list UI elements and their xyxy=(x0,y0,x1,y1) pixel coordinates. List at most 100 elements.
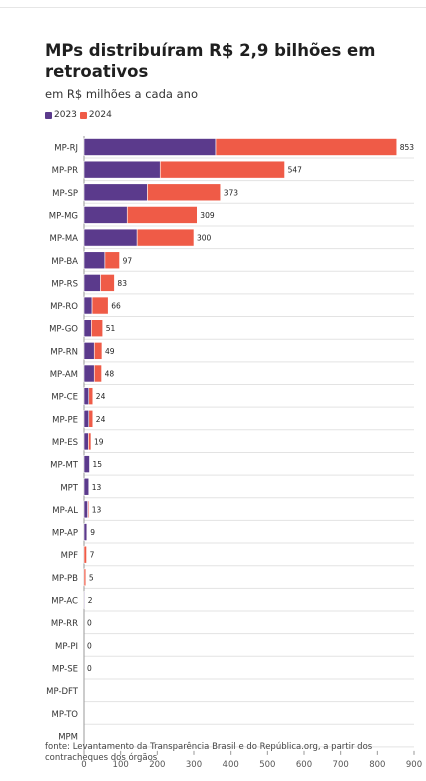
total-label: 48 xyxy=(105,370,115,379)
category-label: MP-TO xyxy=(52,710,79,720)
total-label: 83 xyxy=(117,279,127,288)
total-label: 66 xyxy=(111,302,121,311)
total-label: 13 xyxy=(92,505,102,514)
total-label: 24 xyxy=(96,392,106,401)
bar-segment-2024 xyxy=(83,545,87,564)
category-label: MPF xyxy=(61,551,78,561)
total-label: 309 xyxy=(200,211,215,220)
x-tick-label: 0 xyxy=(81,760,86,770)
bar-segment-2023 xyxy=(83,455,90,473)
total-label: 7 xyxy=(90,551,95,560)
bar-segment-2023 xyxy=(83,342,95,360)
legend-item-2024: 2024 xyxy=(79,110,112,120)
bar-segment-2024 xyxy=(126,206,198,224)
bar-segment-2024 xyxy=(147,183,222,202)
category-label: MP-ES xyxy=(52,438,78,448)
bar-segment-2023 xyxy=(83,477,90,496)
bar-segment-2023 xyxy=(83,228,138,247)
bar-segment-2024 xyxy=(100,274,115,292)
x-tick-label: 600 xyxy=(296,760,312,770)
total-label: 24 xyxy=(96,415,106,424)
category-label: MP-PR xyxy=(52,166,78,176)
chart-subtitle: em R$ milhões a cada ano xyxy=(45,87,198,101)
total-label: 9 xyxy=(90,528,95,537)
legend: 2023 2024 xyxy=(45,110,115,120)
category-label: MP-GO xyxy=(49,325,78,335)
bar-segment-2024 xyxy=(136,228,195,247)
total-label: 300 xyxy=(197,234,212,243)
legend-item-2023: 2023 xyxy=(45,110,77,120)
category-label: MP-SE xyxy=(52,664,78,674)
category-label: MP-AP xyxy=(52,529,78,539)
bar-segment-2023 xyxy=(83,364,95,383)
bar-segment-2023 xyxy=(83,432,89,451)
x-tick-label: 100 xyxy=(113,760,129,770)
bar-segment-2023 xyxy=(83,523,88,541)
category-label: MPT xyxy=(60,483,78,493)
bar-segment-2024 xyxy=(93,342,103,360)
category-label: MP-PB xyxy=(52,574,78,584)
total-label: 373 xyxy=(224,188,239,197)
bar-segment-2023 xyxy=(83,138,217,156)
bar-segment-2023 xyxy=(83,160,161,179)
bar-segment-2024 xyxy=(91,319,104,338)
x-tick-label: 700 xyxy=(333,760,349,770)
category-label: MP-PI xyxy=(55,642,78,652)
total-label: 0 xyxy=(87,664,92,673)
category-label: MPM xyxy=(58,732,78,742)
category-label: MP-MG xyxy=(49,211,78,221)
category-label: MP-BA xyxy=(51,257,78,267)
category-label: MP-MT xyxy=(50,461,79,471)
legend-label-2024: 2024 xyxy=(88,110,112,120)
legend-label-2023: 2023 xyxy=(54,110,77,120)
x-tick-label: 900 xyxy=(406,760,422,770)
category-label: MP-AM xyxy=(50,370,78,380)
category-label: MP-RO xyxy=(50,302,78,312)
bar-segment-2023 xyxy=(83,500,88,519)
category-label: MP-SP xyxy=(52,189,78,199)
x-tick-label: 300 xyxy=(186,760,202,770)
bar-segment-2024 xyxy=(88,387,94,405)
top-divider xyxy=(0,7,426,8)
category-label: MP-RS xyxy=(51,279,78,289)
bar-segment-2024 xyxy=(159,160,285,179)
bar-segment-2023 xyxy=(83,409,90,428)
category-label: MP-PE xyxy=(52,415,78,425)
x-tick-label: 200 xyxy=(149,760,165,770)
bar-segment-2023 xyxy=(83,319,92,338)
bar-segment-2024 xyxy=(88,409,94,428)
bar-segment-2024 xyxy=(91,296,109,315)
category-label: MP-AC xyxy=(51,597,78,607)
source-note: fonte: Levantamento da Transparência Bra… xyxy=(45,742,373,763)
bar-segment-2024 xyxy=(83,568,87,587)
total-label: 13 xyxy=(92,483,102,492)
bar-segment-2024 xyxy=(93,364,102,383)
total-label: 15 xyxy=(93,460,103,469)
total-label: 547 xyxy=(288,166,303,175)
category-label: MP-RR xyxy=(51,619,78,629)
total-label: 5 xyxy=(89,573,94,582)
total-label: 49 xyxy=(105,347,115,356)
total-label: 97 xyxy=(123,256,133,265)
total-label: 0 xyxy=(87,641,92,650)
legend-swatch-2023 xyxy=(45,111,52,119)
x-tick-label: 400 xyxy=(223,760,239,770)
category-label: MP-RJ xyxy=(54,144,78,154)
x-tick-label: 500 xyxy=(259,760,275,770)
bar-segment-2023 xyxy=(83,183,148,202)
x-tick-label: 800 xyxy=(369,760,385,770)
bar-segment-2023 xyxy=(83,274,101,292)
bar-segment-2024 xyxy=(87,500,90,519)
bar-segment-2023 xyxy=(83,206,128,224)
total-label: 0 xyxy=(87,619,92,628)
category-label: MP-DFT xyxy=(46,687,79,697)
bar-segment-2024 xyxy=(104,251,120,270)
bar-segment-2024 xyxy=(215,138,398,156)
bar-segment-2023 xyxy=(83,251,106,270)
total-label: 2 xyxy=(88,596,93,605)
total-label: 853 xyxy=(400,143,415,152)
category-label: MP-AL xyxy=(52,506,78,516)
bar-segment-2023 xyxy=(83,387,90,405)
category-label: MP-CE xyxy=(51,393,78,403)
